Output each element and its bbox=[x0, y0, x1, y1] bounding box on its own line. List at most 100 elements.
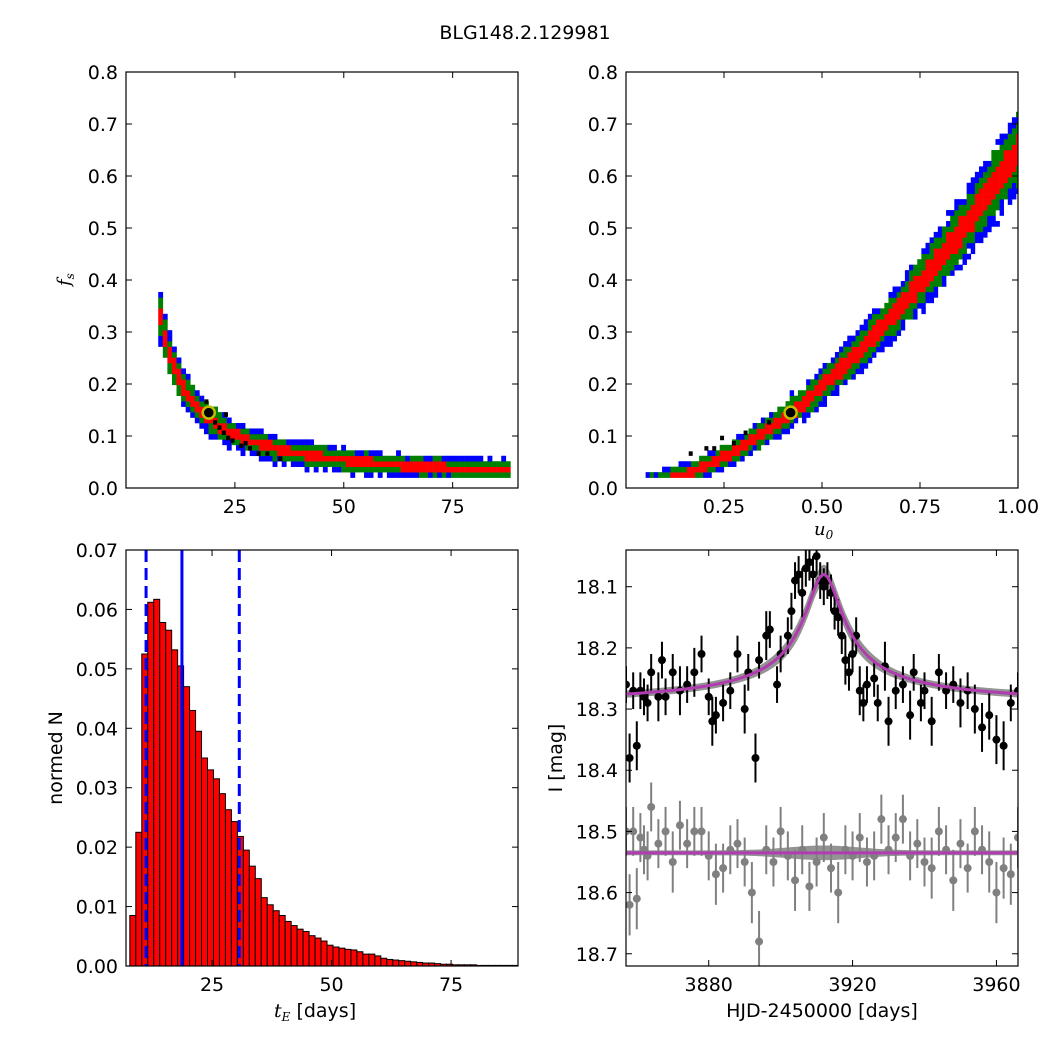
heatmap-black-cell bbox=[243, 440, 248, 446]
heatmap-cell-0 bbox=[194, 412, 200, 418]
heatmap-cell-1 bbox=[682, 461, 688, 467]
gray-point bbox=[711, 870, 720, 879]
heatmap-cell-1 bbox=[707, 450, 712, 457]
heatmap-cell-1 bbox=[946, 231, 951, 238]
heatmap-cell-0 bbox=[327, 450, 333, 457]
heatmap-cell-0 bbox=[373, 461, 379, 467]
heatmap-cell-0 bbox=[441, 461, 447, 467]
heatmap-cell-1 bbox=[946, 270, 951, 276]
heatmap-cell-1 bbox=[719, 466, 725, 473]
heatmap-cell-1 bbox=[974, 177, 980, 184]
heatmap-cell-1 bbox=[941, 264, 947, 271]
heatmap-cell-0 bbox=[199, 423, 205, 429]
heatmap-cell-1 bbox=[802, 390, 807, 396]
heatmap-cell-0 bbox=[423, 461, 429, 467]
heatmap-cell-1 bbox=[727, 450, 733, 457]
heatmap-cell-0 bbox=[428, 455, 433, 462]
heatmap-cell-1 bbox=[867, 324, 873, 331]
heatmap-black-cell bbox=[731, 440, 736, 446]
heatmap-cell-1 bbox=[892, 286, 897, 293]
heatmap-cell-1 bbox=[703, 461, 708, 467]
heatmap-cell-1 bbox=[690, 472, 696, 478]
heatmap-cell-1 bbox=[941, 275, 947, 282]
black-point bbox=[992, 735, 1001, 744]
heatmap-cell-1 bbox=[1016, 111, 1018, 118]
heatmap-cell-1 bbox=[814, 395, 819, 402]
heatmap-cell-1 bbox=[871, 319, 877, 326]
heatmap-cell-0 bbox=[391, 461, 397, 467]
heatmap-cell-1 bbox=[851, 341, 856, 347]
heatmap-cell-1 bbox=[925, 281, 930, 287]
heatmap-cell-0 bbox=[181, 368, 186, 375]
heatmap-cell-0 bbox=[473, 466, 479, 473]
heatmap-cell-1 bbox=[736, 444, 741, 451]
model-line-black bbox=[626, 572, 1018, 696]
histogram-bar bbox=[368, 953, 376, 967]
black-point bbox=[654, 692, 663, 701]
heatmap-cell-0 bbox=[295, 461, 301, 467]
heatmap-cell-0 bbox=[226, 423, 232, 429]
heatmap-cell-0 bbox=[309, 450, 315, 457]
heatmap-cell-1 bbox=[1011, 171, 1017, 178]
heatmap-cell-1 bbox=[703, 466, 708, 473]
heatmap-cell-1 bbox=[970, 204, 976, 211]
heatmap-cell-1 bbox=[958, 231, 963, 238]
heatmap-cell-1 bbox=[970, 188, 976, 194]
heatmap-cell-1 bbox=[970, 182, 976, 189]
heatmap-cell-1 bbox=[929, 286, 935, 293]
heatmap-cell-1 bbox=[999, 150, 1004, 156]
heatmap-cell-0 bbox=[359, 466, 365, 473]
heatmap-black-cells-1 bbox=[688, 420, 772, 456]
histogram-bar bbox=[171, 649, 179, 967]
heatmap-cell-1 bbox=[756, 433, 762, 440]
heatmap-cell-0 bbox=[249, 444, 255, 451]
y-tick-label-3: 18.5 bbox=[576, 821, 618, 843]
heatmap-cell-1 bbox=[913, 264, 918, 271]
heatmap-cell-1 bbox=[822, 390, 828, 396]
histogram-bar bbox=[147, 601, 155, 967]
heatmap-cell-1 bbox=[818, 390, 823, 396]
heatmap-cell-1 bbox=[978, 177, 984, 184]
histogram-bar bbox=[266, 904, 274, 967]
heatmap-cell-1 bbox=[793, 395, 799, 402]
heatmap-cell-1 bbox=[900, 319, 906, 326]
heatmap-cell-0 bbox=[199, 395, 205, 402]
heatmap-cell-1 bbox=[682, 466, 688, 473]
heatmap-cell-0 bbox=[249, 450, 255, 457]
heatmap-cell-0 bbox=[487, 466, 493, 473]
y-tick-label-0: 0.1 bbox=[88, 426, 118, 448]
heatmap-cell-0 bbox=[208, 423, 214, 429]
heatmap-cell-0 bbox=[382, 466, 388, 473]
heatmap-cell-1 bbox=[822, 401, 828, 407]
heatmap-cell-0 bbox=[446, 455, 452, 462]
heatmap-cell-1 bbox=[863, 362, 869, 369]
heatmap-cell-1 bbox=[818, 379, 823, 386]
heatmap-cell-1 bbox=[851, 362, 856, 369]
heatmap-cell-0 bbox=[304, 455, 310, 462]
heatmap-cell-0 bbox=[418, 472, 424, 478]
heatmap-cell-1 bbox=[1016, 139, 1018, 145]
heatmap-cell-1 bbox=[978, 193, 984, 200]
heatmap-cell-1 bbox=[983, 215, 988, 222]
heatmap-cell-1 bbox=[884, 319, 889, 326]
heatmap-cell-1 bbox=[983, 182, 988, 189]
heatmap-cell-0 bbox=[304, 439, 310, 446]
black-point bbox=[809, 570, 818, 579]
heatmap-cell-1 bbox=[690, 461, 696, 467]
gray-point bbox=[668, 858, 677, 866]
heatmap-cell-0 bbox=[469, 466, 475, 473]
black-point bbox=[690, 668, 699, 677]
heatmap-cell-0 bbox=[327, 461, 333, 467]
heatmap-black-cell bbox=[743, 430, 748, 436]
heatmap-cell-1 bbox=[937, 259, 943, 265]
heatmap-cell-1 bbox=[822, 384, 828, 391]
heatmap-cell-1 bbox=[950, 210, 955, 216]
x-tick-label-0: 50 bbox=[332, 496, 356, 518]
heatmap-cell-0 bbox=[286, 455, 292, 462]
y-tick-label-1: 0.3 bbox=[588, 322, 618, 344]
histogram-bar bbox=[296, 928, 304, 967]
heatmap-cell-1 bbox=[760, 439, 766, 446]
heatmap-cell-1 bbox=[925, 286, 930, 293]
heatmap-cell-1 bbox=[954, 204, 959, 211]
